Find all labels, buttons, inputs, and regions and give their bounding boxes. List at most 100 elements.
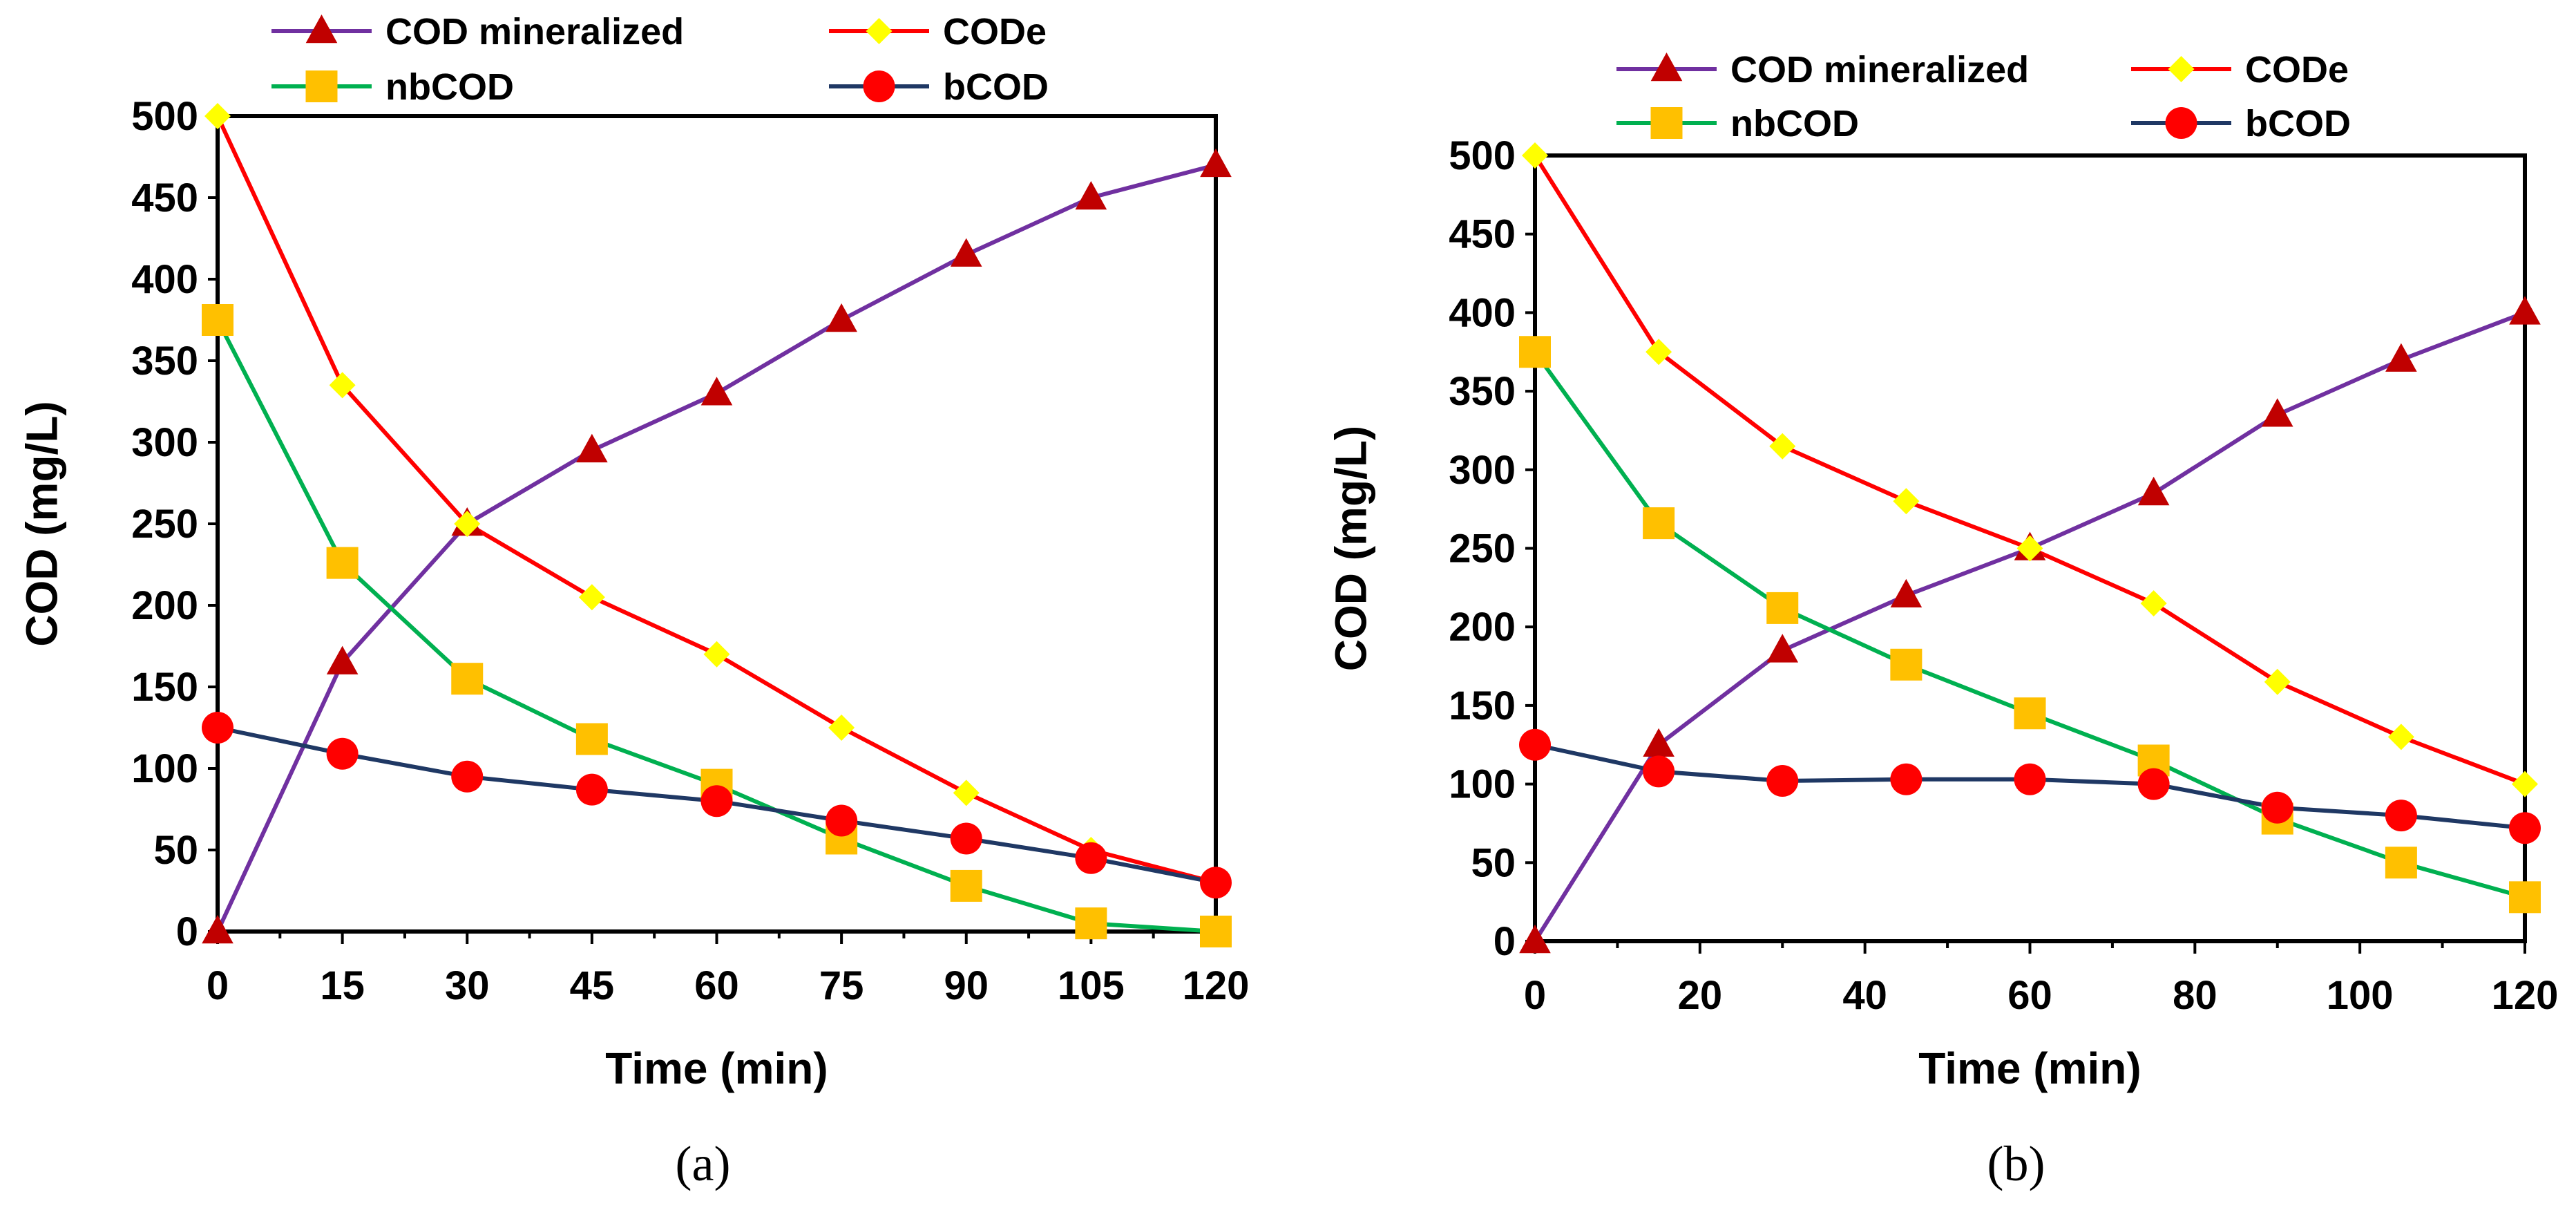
- x-tick-label: 60: [694, 963, 739, 1008]
- data-point: [1766, 592, 1799, 624]
- chart-panel-b: 0 50 100 150 200 250 300 350 400 450 500 0 20 40 60 80 1…: [1326, 49, 2558, 1191]
- legend-marker: [305, 70, 338, 102]
- data-point: [2264, 668, 2291, 695]
- data-point: [950, 869, 982, 902]
- y-tick-label: 200: [1449, 605, 1516, 650]
- y-tick-label: 0: [1494, 919, 1516, 964]
- series-markers-bcod: [202, 712, 1232, 899]
- legend-label: bCOD: [943, 66, 1049, 108]
- data-point: [2387, 724, 2414, 750]
- legend-marker: [2168, 56, 2195, 82]
- series-markers-nbcod: [1519, 336, 2541, 914]
- data-point: [1893, 488, 1920, 515]
- legend-marker: [863, 70, 895, 102]
- data-point: [1075, 907, 1107, 940]
- series-line-cod-mineralized: [1533, 310, 2526, 943]
- y-tick-label: 150: [1449, 683, 1516, 728]
- data-point: [1643, 728, 1675, 757]
- y-tick-label: 50: [153, 828, 198, 873]
- y-tick-label: 150: [131, 665, 198, 710]
- data-point: [700, 377, 733, 406]
- data-point: [2509, 812, 2541, 844]
- data-point: [703, 641, 730, 668]
- data-point: [202, 304, 233, 336]
- data-point: [1519, 336, 1551, 368]
- data-point: [828, 715, 855, 741]
- y-tick-label: 100: [131, 746, 198, 791]
- x-tick-label: 120: [1183, 963, 1250, 1008]
- data-point: [1643, 507, 1675, 540]
- data-point: [700, 785, 733, 818]
- data-point: [1769, 433, 1796, 460]
- data-point: [826, 804, 858, 837]
- data-point: [2140, 590, 2167, 617]
- data-point: [2137, 476, 2170, 506]
- y-tick-label: 350: [1449, 369, 1516, 414]
- data-point: [575, 773, 608, 806]
- series-markers-code: [1522, 142, 2538, 797]
- data-point: [2137, 768, 2170, 800]
- x-tick-label: 20: [1678, 973, 1723, 1018]
- x-tick-label: 105: [1058, 963, 1125, 1008]
- y-axis-label: COD (mg/L): [17, 401, 66, 647]
- legend: COD mineralized CODe nbCOD bCOD: [271, 11, 1049, 108]
- data-point: [1519, 728, 1551, 761]
- data-point: [578, 584, 605, 611]
- data-point: [575, 723, 608, 755]
- legend-marker: [866, 18, 893, 44]
- y-tick-label: 300: [131, 420, 198, 465]
- data-point: [1766, 634, 1799, 663]
- x-tick-label: 40: [1842, 973, 1887, 1018]
- y-tick-label: 200: [131, 583, 198, 628]
- legend-label: COD mineralized: [1730, 49, 2029, 91]
- y-tick-label: 250: [1449, 527, 1516, 571]
- series-line-code: [1533, 154, 2526, 786]
- legend: COD mineralized CODe nbCOD bCOD: [1616, 49, 2351, 144]
- data-point: [2385, 343, 2417, 372]
- data-point: [202, 915, 233, 944]
- data-point: [329, 372, 356, 399]
- y-tick-label: 400: [1449, 290, 1516, 335]
- data-point: [204, 103, 231, 129]
- data-point: [1200, 916, 1232, 947]
- x-tick-label: 60: [2007, 973, 2052, 1018]
- data-point: [576, 433, 608, 463]
- x-axis-label: Time (min): [1918, 1043, 2141, 1093]
- data-point: [326, 645, 359, 674]
- data-point: [2385, 800, 2417, 832]
- x-tick-label: 45: [570, 963, 615, 1008]
- x-tick-label: 120: [2492, 973, 2559, 1018]
- y-tick-label: 100: [1449, 762, 1516, 807]
- data-point: [451, 760, 484, 793]
- y-tick-label: 450: [1449, 212, 1516, 257]
- legend-label: nbCOD: [1730, 103, 1859, 144]
- data-point: [1766, 765, 1799, 797]
- y-tick-label: 400: [131, 257, 198, 302]
- data-point: [1522, 142, 1548, 169]
- data-point: [1890, 763, 1923, 795]
- y-tick-label: 500: [131, 94, 198, 139]
- series-markers-cod-mineralized: [202, 148, 1232, 944]
- data-point: [1075, 181, 1107, 210]
- y-tick-label: 300: [1449, 448, 1516, 493]
- data-point: [2509, 881, 2541, 914]
- series-line-code: [216, 115, 1217, 885]
- chart-panel-a: 0 50 100 150 200 250 300 350 400 450 500 0 15 30 45 60 7…: [17, 11, 1249, 1191]
- data-point: [454, 511, 481, 537]
- data-point: [1645, 339, 1672, 366]
- legend-marker: [1650, 107, 1683, 139]
- x-tick-label: 15: [320, 963, 365, 1008]
- y-tick-label: 250: [131, 502, 198, 547]
- data-point: [950, 238, 982, 267]
- x-tick-label: 100: [2327, 973, 2394, 1018]
- x-axis-label: Time (min): [605, 1043, 828, 1093]
- data-point: [1075, 842, 1107, 874]
- data-point: [326, 547, 359, 579]
- data-point: [2261, 398, 2293, 427]
- legend-marker: [305, 15, 338, 44]
- data-point: [950, 822, 982, 855]
- y-tick-label: 500: [1449, 133, 1516, 178]
- y-tick-label: 350: [131, 339, 198, 384]
- legend-marker: [2165, 107, 2197, 139]
